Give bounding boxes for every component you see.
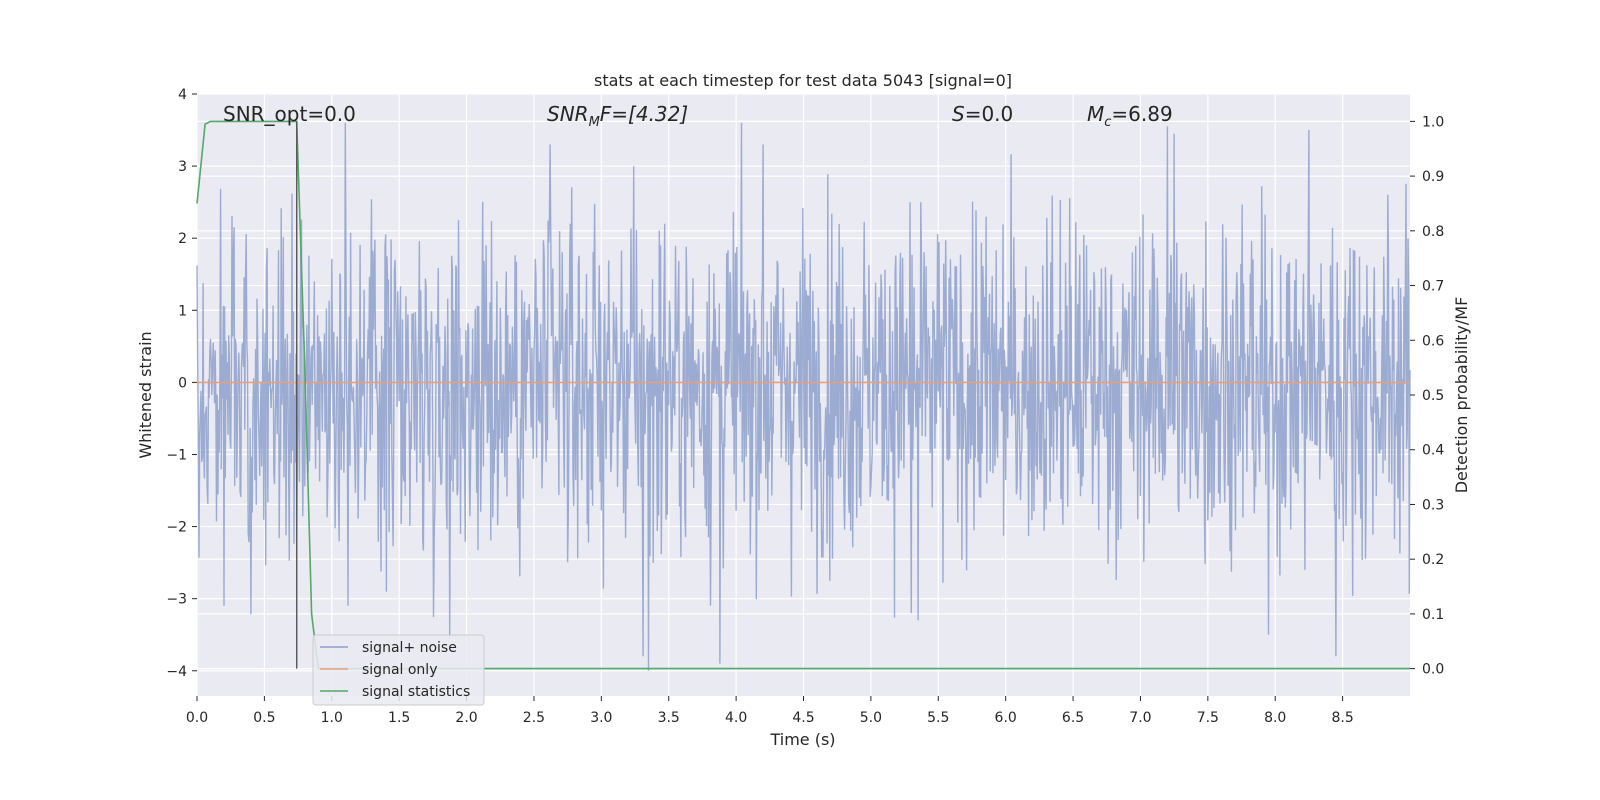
x-tick-label: 0.0 — [186, 710, 208, 726]
legend-box — [312, 634, 485, 706]
y2-tick-label: 0.3 — [1422, 497, 1444, 513]
y-tick-label: 1 — [178, 303, 187, 319]
y2-axis-label: Detection probability/MF — [1452, 297, 1471, 494]
annotation-s: S=0.0 — [952, 102, 1013, 126]
x-tick-label: 3.0 — [590, 710, 612, 726]
y-tick-label: 3 — [178, 159, 187, 175]
y2-tick-label: 0.4 — [1422, 443, 1444, 459]
y2-tick-label: 0.0 — [1422, 662, 1444, 678]
x-tick-label: 4.0 — [725, 710, 747, 726]
x-tick-label: 1.5 — [388, 710, 410, 726]
annotation-mc: Mc=6.89 — [1087, 102, 1173, 130]
x-ticks: 0.0 0.5 1.0 1.5 2.0 2.5 3.0 3.5 4.0 4.5 5.0 5.5 6.0 6… — [186, 696, 1354, 726]
y-tick-label: 4 — [178, 87, 187, 103]
y2-tick-label: 0.1 — [1422, 607, 1444, 623]
x-tick-label: 3.5 — [658, 710, 680, 726]
y2-tick-label: 0.9 — [1422, 169, 1444, 185]
x-tick-label: 2.5 — [523, 710, 545, 726]
x-tick-label: 1.0 — [321, 710, 343, 726]
y2-tick-label: 0.7 — [1422, 279, 1444, 295]
annotation-snr-mf: SNRMF=[4.32] — [547, 102, 688, 130]
y-tick-label: −1 — [166, 447, 187, 463]
series-signal-noise — [196, 122, 1411, 671]
x-tick-label: 8.5 — [1331, 710, 1353, 726]
y-tick-label: −3 — [166, 592, 187, 608]
legend-label-signal-statistics: signal statistics — [362, 684, 470, 700]
x-tick-label: 2.0 — [455, 710, 477, 726]
x-tick-label: 5.0 — [860, 710, 882, 726]
y2-tick-label: 0.5 — [1422, 388, 1444, 404]
annotation-snr-opt: SNR_opt=0.0 — [223, 102, 356, 126]
x-tick-label: 5.5 — [927, 710, 949, 726]
x-tick-label: 0.5 — [253, 710, 275, 726]
x-axis-label: Time (s) — [769, 730, 835, 749]
x-tick-label: 7.5 — [1197, 710, 1219, 726]
legend: signal+ noise signal only signal statist… — [312, 634, 485, 706]
y2-tick-label: 1.0 — [1422, 114, 1444, 130]
y-tick-label: 2 — [178, 231, 187, 247]
line-series — [196, 120, 1410, 670]
y-tick-label: 0 — [178, 375, 187, 391]
y2-ticks: 0.0 0.1 0.2 0.3 0.4 0.5 0.6 0.7 0.8 0.9 1.0 — [1410, 114, 1444, 678]
legend-label-signal-noise: signal+ noise — [362, 640, 457, 656]
y2-tick-label: 0.6 — [1422, 333, 1444, 349]
chart-title: stats at each timestep for test data 504… — [594, 71, 1012, 90]
x-tick-label: 6.5 — [1062, 710, 1084, 726]
y-axis-label: Whitened strain — [136, 331, 155, 458]
x-tick-label: 7.0 — [1129, 710, 1151, 726]
y-ticks: −4 −3 −2 −1 0 1 2 3 4 — [166, 87, 197, 680]
y-tick-label: −2 — [166, 520, 187, 536]
noise-series — [196, 122, 1411, 671]
x-tick-label: 6.0 — [995, 710, 1017, 726]
legend-label-signal-only: signal only — [362, 662, 437, 678]
y2-tick-label: 0.2 — [1422, 552, 1444, 568]
y-tick-label: −4 — [166, 664, 187, 680]
x-tick-label: 8.0 — [1264, 710, 1286, 726]
x-tick-label: 4.5 — [792, 710, 814, 726]
y2-tick-label: 0.8 — [1422, 224, 1444, 240]
series-signal-statistics — [196, 120, 1410, 670]
